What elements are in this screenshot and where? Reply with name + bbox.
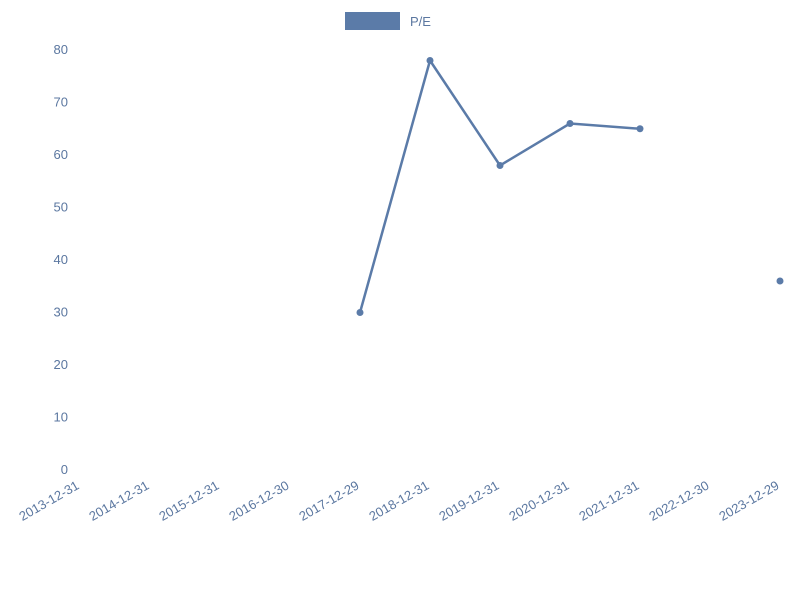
data-point [427, 57, 434, 64]
data-point [497, 162, 504, 169]
y-tick-label: 0 [61, 462, 68, 477]
y-tick-label: 60 [54, 147, 68, 162]
chart-svg: 010203040506070802013-12-312014-12-31201… [0, 0, 800, 600]
legend-swatch [345, 12, 400, 30]
y-tick-label: 30 [54, 305, 68, 320]
data-point [637, 125, 644, 132]
legend-label: P/E [410, 14, 431, 29]
y-tick-label: 20 [54, 357, 68, 372]
data-point [567, 120, 574, 127]
data-point [777, 278, 784, 285]
y-tick-label: 80 [54, 42, 68, 57]
y-tick-label: 50 [54, 200, 68, 215]
pe-line-chart: 010203040506070802013-12-312014-12-31201… [0, 0, 800, 600]
y-tick-label: 40 [54, 252, 68, 267]
data-point [357, 309, 364, 316]
y-tick-label: 70 [54, 95, 68, 110]
y-tick-label: 10 [54, 410, 68, 425]
